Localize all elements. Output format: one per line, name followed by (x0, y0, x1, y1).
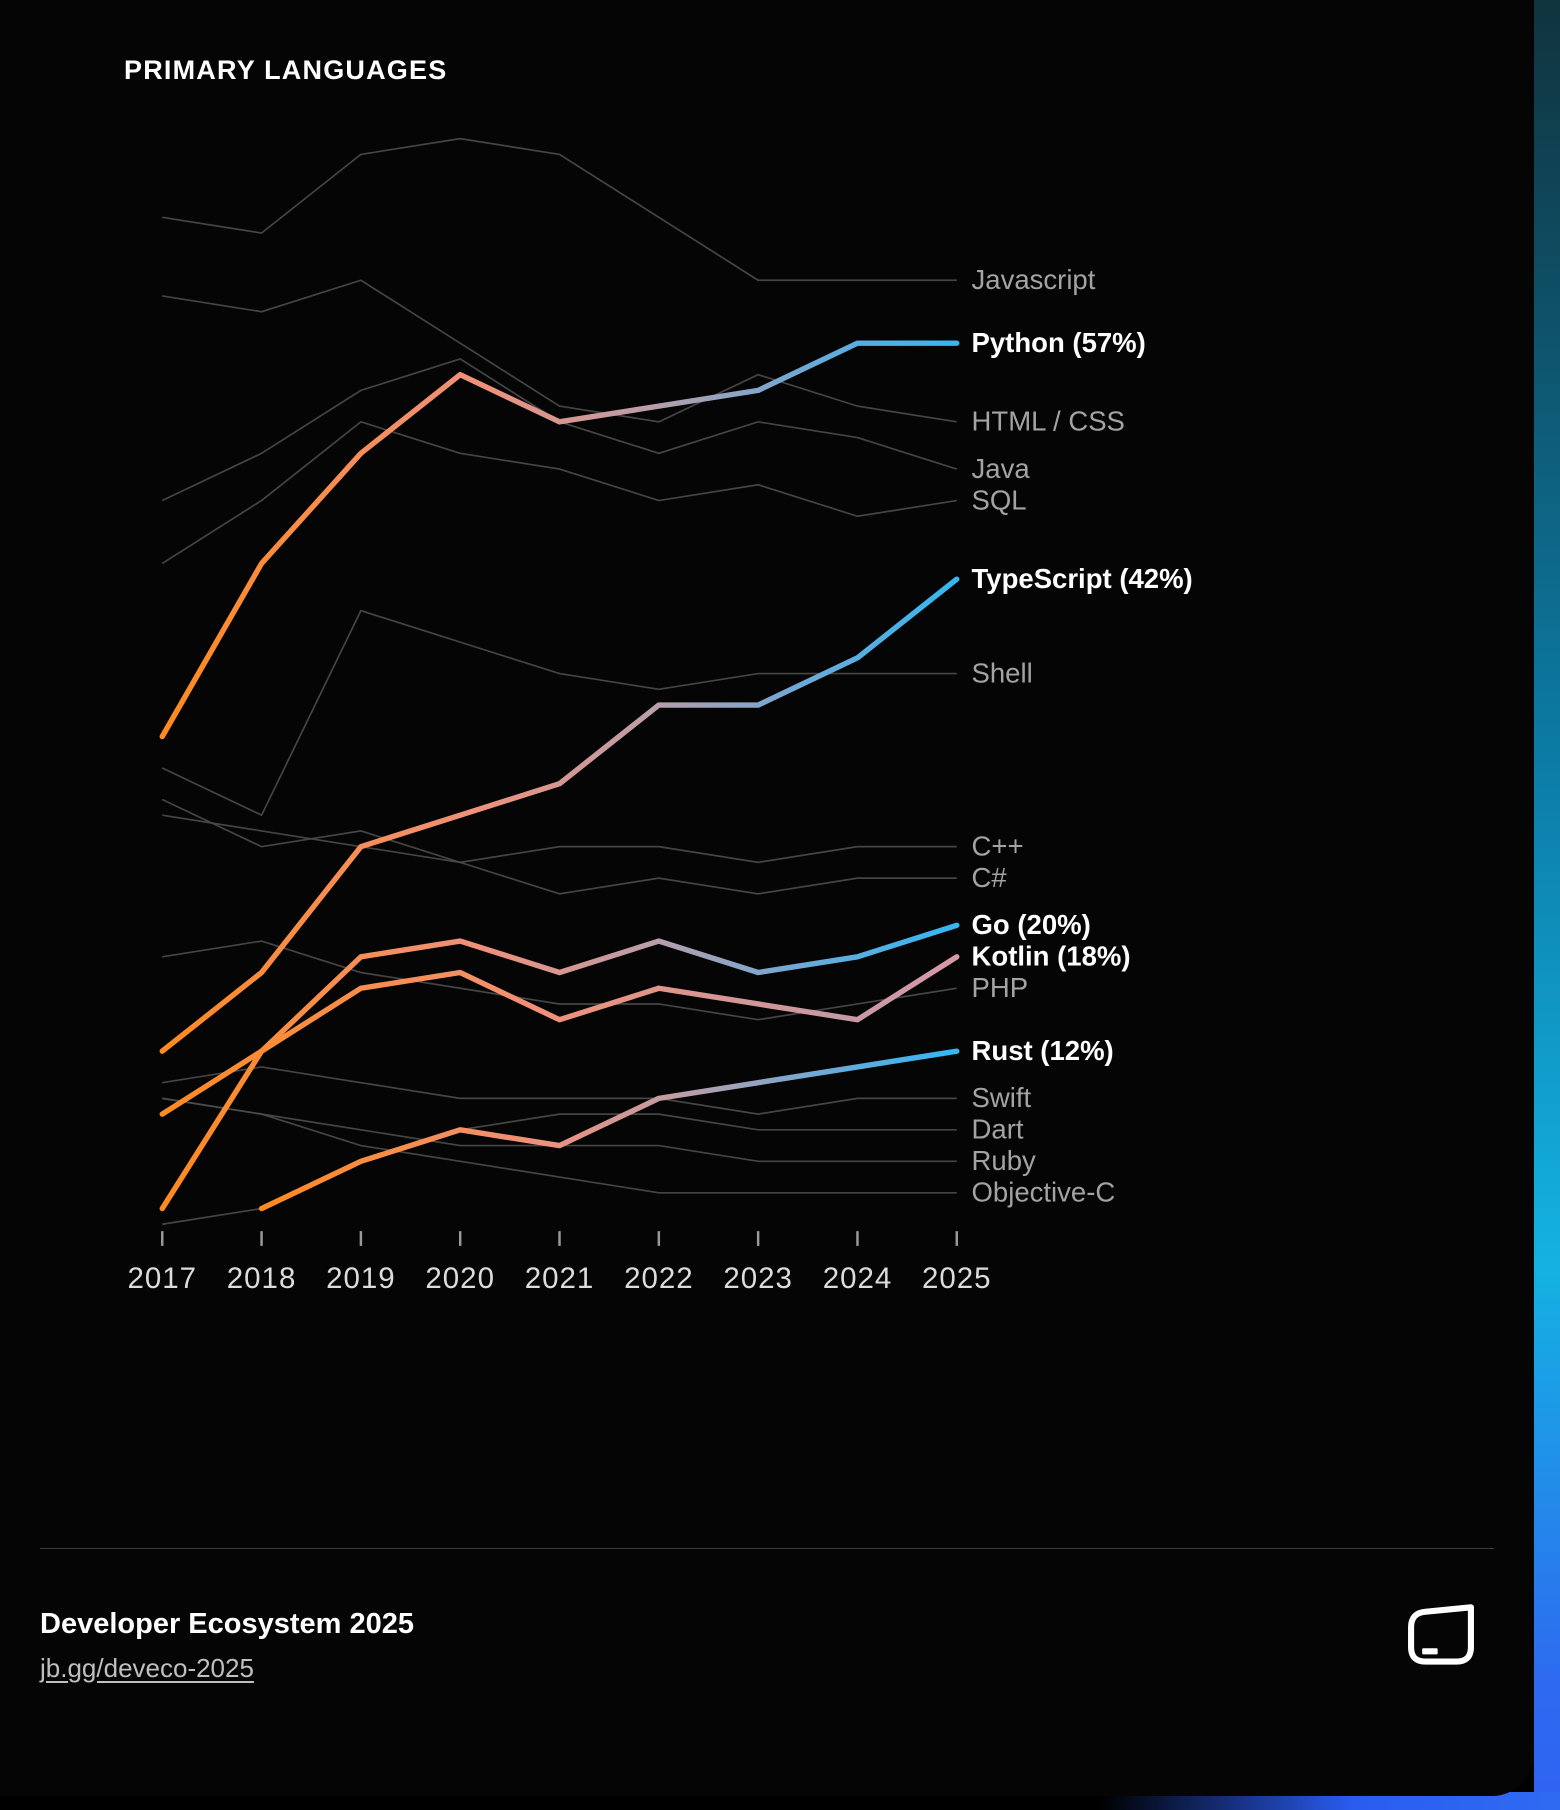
footer-link[interactable]: jb.gg/deveco-2025 (40, 1653, 254, 1683)
series-label-kotlin: Kotlin (18%) (972, 941, 1131, 972)
series-label-swift: Swift (972, 1082, 1032, 1113)
logo-underscore (1422, 1648, 1438, 1655)
chart-panel: PRIMARY LANGUAGES Javascript Python (57%)… (40, 55, 1494, 1684)
line-swift (162, 1066, 957, 1115)
x-tick-label: 2025 (922, 1262, 992, 1295)
x-tick-label: 2018 (227, 1262, 297, 1295)
series-label-c-: C# (972, 862, 1008, 893)
x-tick-label: 2023 (723, 1262, 793, 1295)
line-kotlin (159, 954, 960, 1212)
x-tick-label: 2019 (326, 1262, 396, 1295)
line-java (161, 358, 958, 502)
series-label-javascript: Javascript (972, 264, 1096, 295)
series-label-sql: SQL (972, 484, 1027, 515)
line-objective-c (162, 1097, 957, 1194)
series-label-shell: Shell (972, 657, 1033, 688)
edge-gradient-bottom (1100, 1792, 1560, 1810)
line-c- (161, 798, 957, 864)
line-javascript (162, 137, 957, 282)
series-label-dart: Dart (972, 1114, 1024, 1145)
series-label-ruby: Ruby (972, 1145, 1036, 1176)
page-title: PRIMARY LANGUAGES (124, 55, 448, 85)
line-html-css (162, 279, 957, 423)
line-rust (258, 1048, 960, 1212)
logo-outline (1408, 1604, 1474, 1665)
footer-divider (40, 1548, 1494, 1549)
series-label-html-css: HTML / CSS (972, 406, 1125, 437)
line-c- (162, 814, 957, 895)
series-label-rust: Rust (12%) (972, 1035, 1114, 1066)
line-php (162, 940, 957, 1021)
x-tick-label: 2017 (127, 1262, 197, 1295)
footer-title: Developer Ecosystem 2025 (40, 1608, 414, 1640)
jetbrains-logo (1408, 1604, 1474, 1665)
series-label-php: PHP (972, 972, 1029, 1003)
series-label-java: Java (972, 453, 1031, 484)
series-label-objective-c: Objective-C (972, 1177, 1116, 1208)
footer: Developer Ecosystem 2025 jb.gg/deveco-20… (40, 1608, 414, 1684)
edge-gradient-right (1534, 0, 1560, 1810)
series-label-c-: C++ (972, 830, 1024, 861)
series-label-go: Go (20%) (972, 909, 1091, 940)
line-typescript (159, 576, 960, 1054)
line-dart (162, 1113, 957, 1226)
x-tick-label: 2020 (425, 1262, 495, 1295)
x-tick-label: 2022 (624, 1262, 694, 1295)
x-tick-label: 2024 (823, 1262, 893, 1295)
line-python (159, 340, 960, 740)
line-sql (161, 420, 957, 565)
series-label-python: Python (57%) (972, 327, 1146, 358)
line-go (159, 922, 960, 1117)
series-label-typescript: TypeScript (42%) (972, 563, 1193, 594)
x-tick-label: 2021 (525, 1262, 595, 1295)
